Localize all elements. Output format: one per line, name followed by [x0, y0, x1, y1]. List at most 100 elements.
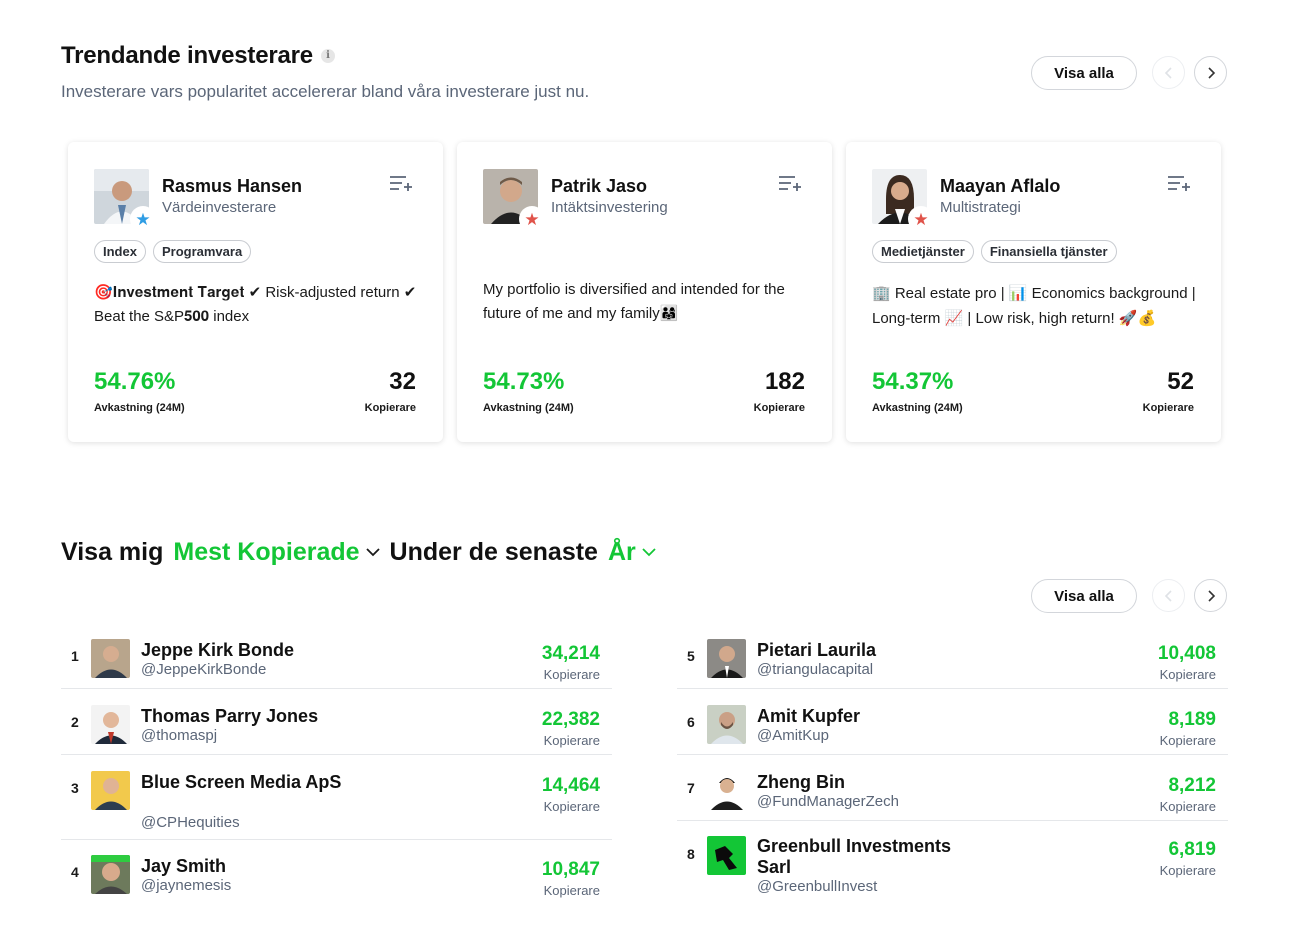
- return-value: 54.73%: [483, 368, 565, 395]
- copiers-label: Kopierare: [543, 799, 600, 814]
- copiers-count: 34,214: [541, 643, 600, 664]
- add-to-watchlist-icon[interactable]: [1167, 174, 1191, 194]
- tag[interactable]: Programvara: [152, 240, 252, 263]
- copiers-count: 32: [389, 368, 416, 395]
- investor-name[interactable]: Patrik Jaso: [551, 176, 648, 196]
- investor-name[interactable]: Thomas Parry Jones: [141, 706, 319, 726]
- tag[interactable]: Medietjänster: [872, 240, 974, 263]
- avatar[interactable]: [707, 836, 746, 875]
- leaderboard-row[interactable]: 7 Zheng Bin @FundManagerZech 8,212 Kopie…: [677, 768, 1228, 834]
- copiers-label: Kopierare: [1159, 667, 1216, 682]
- chevron-left-icon: [1164, 66, 1172, 79]
- copiers-count: 8,212: [1168, 775, 1216, 796]
- investor-card[interactable]: ★ Patrik Jaso Intäktsinvestering My port…: [457, 142, 832, 442]
- view-all-leaderboard-button[interactable]: Visa alla: [1031, 579, 1137, 613]
- investor-bio: My portfolio is diversified and intended…: [483, 281, 785, 322]
- tag[interactable]: Finansiella tjänster: [980, 240, 1117, 263]
- avatar[interactable]: [91, 771, 130, 810]
- rank-number: 5: [687, 648, 695, 664]
- rank-number: 6: [687, 714, 695, 730]
- leaderboard-filter: Visa mig Mest Kopierade Under de senaste…: [61, 538, 666, 567]
- leaderboard-row[interactable]: 2 Thomas Parry Jones @thomaspj 22,382 Ko…: [61, 702, 612, 768]
- return-label: Avkastning (24M): [483, 402, 574, 414]
- investor-bio: 🎯𝐈𝐧𝐯𝐞𝐬𝐭𝐦𝐞𝐧𝐭 𝐓𝐚𝐫𝐠𝐞𝐭 ✔ Risk-adjusted retur…: [94, 284, 417, 325]
- copiers-label: Kopierare: [753, 402, 805, 414]
- investor-card[interactable]: ★ Rasmus Hansen Värdeinvesterare Index P…: [68, 142, 443, 442]
- copiers-label: Kopierare: [1142, 402, 1194, 414]
- investor-card[interactable]: ★ Maayan Aflalo Multistrategi Medietjäns…: [846, 142, 1221, 442]
- row-divider: [61, 754, 612, 755]
- star-badge-icon: ★: [130, 206, 156, 232]
- leaderboard-prev-button[interactable]: [1152, 579, 1185, 612]
- investor-username: @thomaspj: [141, 727, 218, 744]
- add-to-watchlist-icon[interactable]: [389, 174, 413, 194]
- copiers-count: 14,464: [541, 775, 600, 796]
- leaderboard-row[interactable]: 6 Amit Kupfer @AmitKup 8,189 Kopierare: [677, 702, 1228, 768]
- copiers-label: Kopierare: [543, 883, 600, 898]
- chevron-down-icon[interactable]: [365, 548, 380, 557]
- avatar[interactable]: [91, 855, 130, 894]
- investor-username: @AmitKup: [757, 727, 829, 744]
- period-dropdown[interactable]: År: [607, 538, 636, 566]
- chevron-right-icon: [1207, 66, 1215, 79]
- filter-middle: Under de senaste: [389, 538, 598, 566]
- copiers-count: 6,819: [1168, 839, 1216, 860]
- investor-name[interactable]: Maayan Aflalo: [940, 176, 1061, 196]
- investor-username: @JeppeKirkBonde: [141, 661, 267, 678]
- leaderboard-row[interactable]: 1 Jeppe Kirk Bonde @JeppeKirkBonde 34,21…: [61, 636, 612, 702]
- rank-number: 3: [71, 780, 79, 796]
- investor-name[interactable]: Pietari Laurila: [757, 640, 877, 660]
- rank-number: 7: [687, 780, 695, 796]
- investor-name[interactable]: Jay Smith: [141, 856, 227, 876]
- copiers-label: Kopierare: [1159, 799, 1216, 814]
- investor-name[interactable]: Zheng Bin: [757, 772, 845, 792]
- trending-section-title: Trendande investerare i: [61, 42, 335, 70]
- copiers-count: 8,189: [1168, 709, 1216, 730]
- return-value: 54.37%: [872, 368, 954, 395]
- leaderboard-next-button[interactable]: [1194, 579, 1227, 612]
- investor-name[interactable]: Rasmus Hansen: [162, 176, 303, 196]
- star-badge-icon: ★: [519, 206, 545, 232]
- return-label: Avkastning (24M): [872, 402, 963, 414]
- leaderboard-row[interactable]: 4 Jay Smith @jaynemesis 10,847 Kopierare: [61, 852, 612, 918]
- avatar[interactable]: [707, 771, 746, 810]
- avatar[interactable]: [707, 639, 746, 678]
- investor-name[interactable]: Amit Kupfer: [757, 706, 860, 726]
- star-badge-icon: ★: [908, 206, 934, 232]
- avatar[interactable]: [94, 169, 149, 224]
- investor-username: @CPHequities: [141, 814, 240, 831]
- copiers-count: 52: [1167, 368, 1194, 395]
- avatar[interactable]: [91, 639, 130, 678]
- info-icon[interactable]: i: [320, 49, 335, 63]
- rank-number: 2: [71, 714, 79, 730]
- row-divider: [61, 839, 612, 840]
- view-all-trending-button[interactable]: Visa alla: [1031, 56, 1137, 90]
- leaderboard-row[interactable]: 3 Blue Screen Media ApS @CPHequities 14,…: [61, 768, 612, 834]
- chevron-right-icon: [1207, 589, 1215, 602]
- investor-type: Multistrategi: [940, 199, 1021, 216]
- investor-type: Intäktsinvestering: [551, 199, 668, 216]
- return-label: Avkastning (24M): [94, 402, 185, 414]
- copiers-label: Kopierare: [364, 402, 416, 414]
- leaderboard-row[interactable]: 5 Pietari Laurila @triangulacapital 10,4…: [677, 636, 1228, 702]
- investor-name[interactable]: Greenbull Investments Sarl: [757, 836, 952, 877]
- rank-number: 1: [71, 648, 79, 664]
- carousel-prev-button[interactable]: [1152, 56, 1185, 89]
- investor-name[interactable]: Blue Screen Media ApS: [141, 772, 342, 792]
- row-divider: [677, 754, 1228, 755]
- leaderboard-row[interactable]: 8 Greenbull Investments Sarl @GreenbullI…: [677, 834, 1228, 900]
- copiers-count: 10,847: [541, 859, 600, 880]
- chevron-left-icon: [1164, 589, 1172, 602]
- add-to-watchlist-icon[interactable]: [778, 174, 802, 194]
- metric-dropdown[interactable]: Mest Kopierade: [173, 538, 360, 566]
- rank-number: 8: [687, 846, 695, 862]
- chevron-down-icon[interactable]: [642, 548, 656, 557]
- investor-username: @GreenbullInvest: [757, 878, 878, 895]
- carousel-next-button[interactable]: [1194, 56, 1227, 89]
- investor-name[interactable]: Jeppe Kirk Bonde: [141, 640, 295, 660]
- avatar[interactable]: [91, 705, 130, 744]
- copiers-label: Kopierare: [543, 667, 600, 682]
- copiers-count: 22,382: [541, 709, 600, 730]
- avatar[interactable]: [707, 705, 746, 744]
- tag[interactable]: Index: [94, 240, 146, 263]
